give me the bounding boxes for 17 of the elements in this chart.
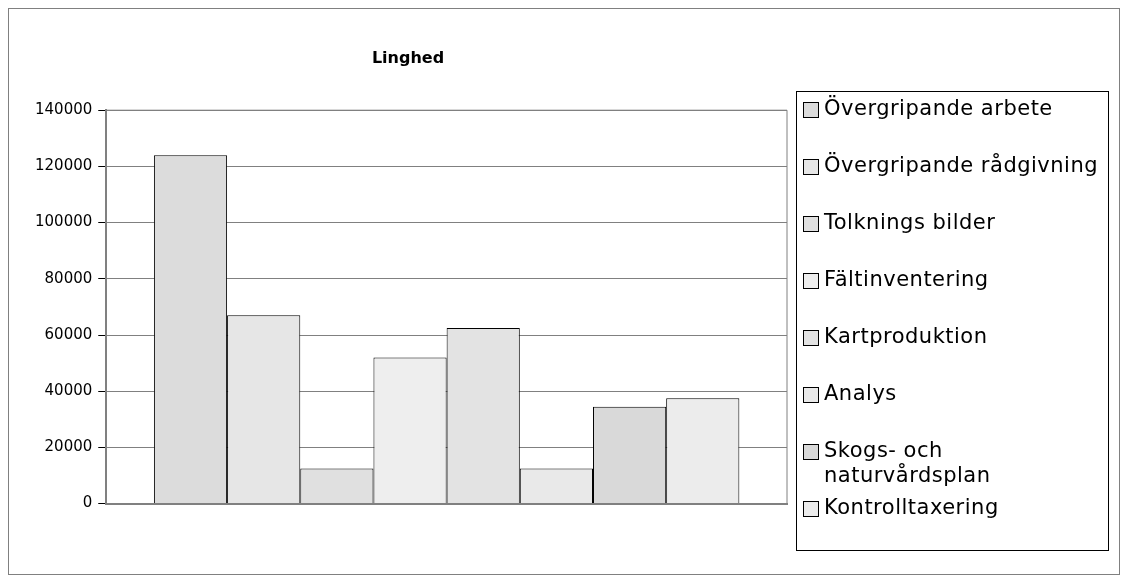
y-tick-label: 0 (82, 493, 93, 512)
legend-label: Övergripande rådgivning (824, 153, 1099, 178)
y-tick-label: 20000 (44, 437, 93, 456)
y-tick-label: 40000 (44, 381, 93, 400)
legend-label: Övergripande arbete (824, 96, 1053, 121)
legend-label: Analys (824, 381, 897, 406)
y-tick-label: 120000 (35, 156, 93, 175)
y-tick-label: 80000 (44, 268, 93, 287)
legend-label: Kontrolltaxering (824, 495, 999, 520)
y-tick-label: 60000 (44, 324, 93, 343)
legend-label: Tolknings bilder (824, 210, 996, 235)
y-tick-label: 100000 (35, 212, 93, 231)
legend-label: Kartproduktion (824, 324, 988, 349)
legend-label: Skogs- och naturvårdsplan (824, 438, 992, 488)
y-tick-label: 140000 (35, 100, 93, 119)
legend-label: Fältinventering (824, 267, 989, 292)
chart-title: Linghed (371, 47, 445, 67)
